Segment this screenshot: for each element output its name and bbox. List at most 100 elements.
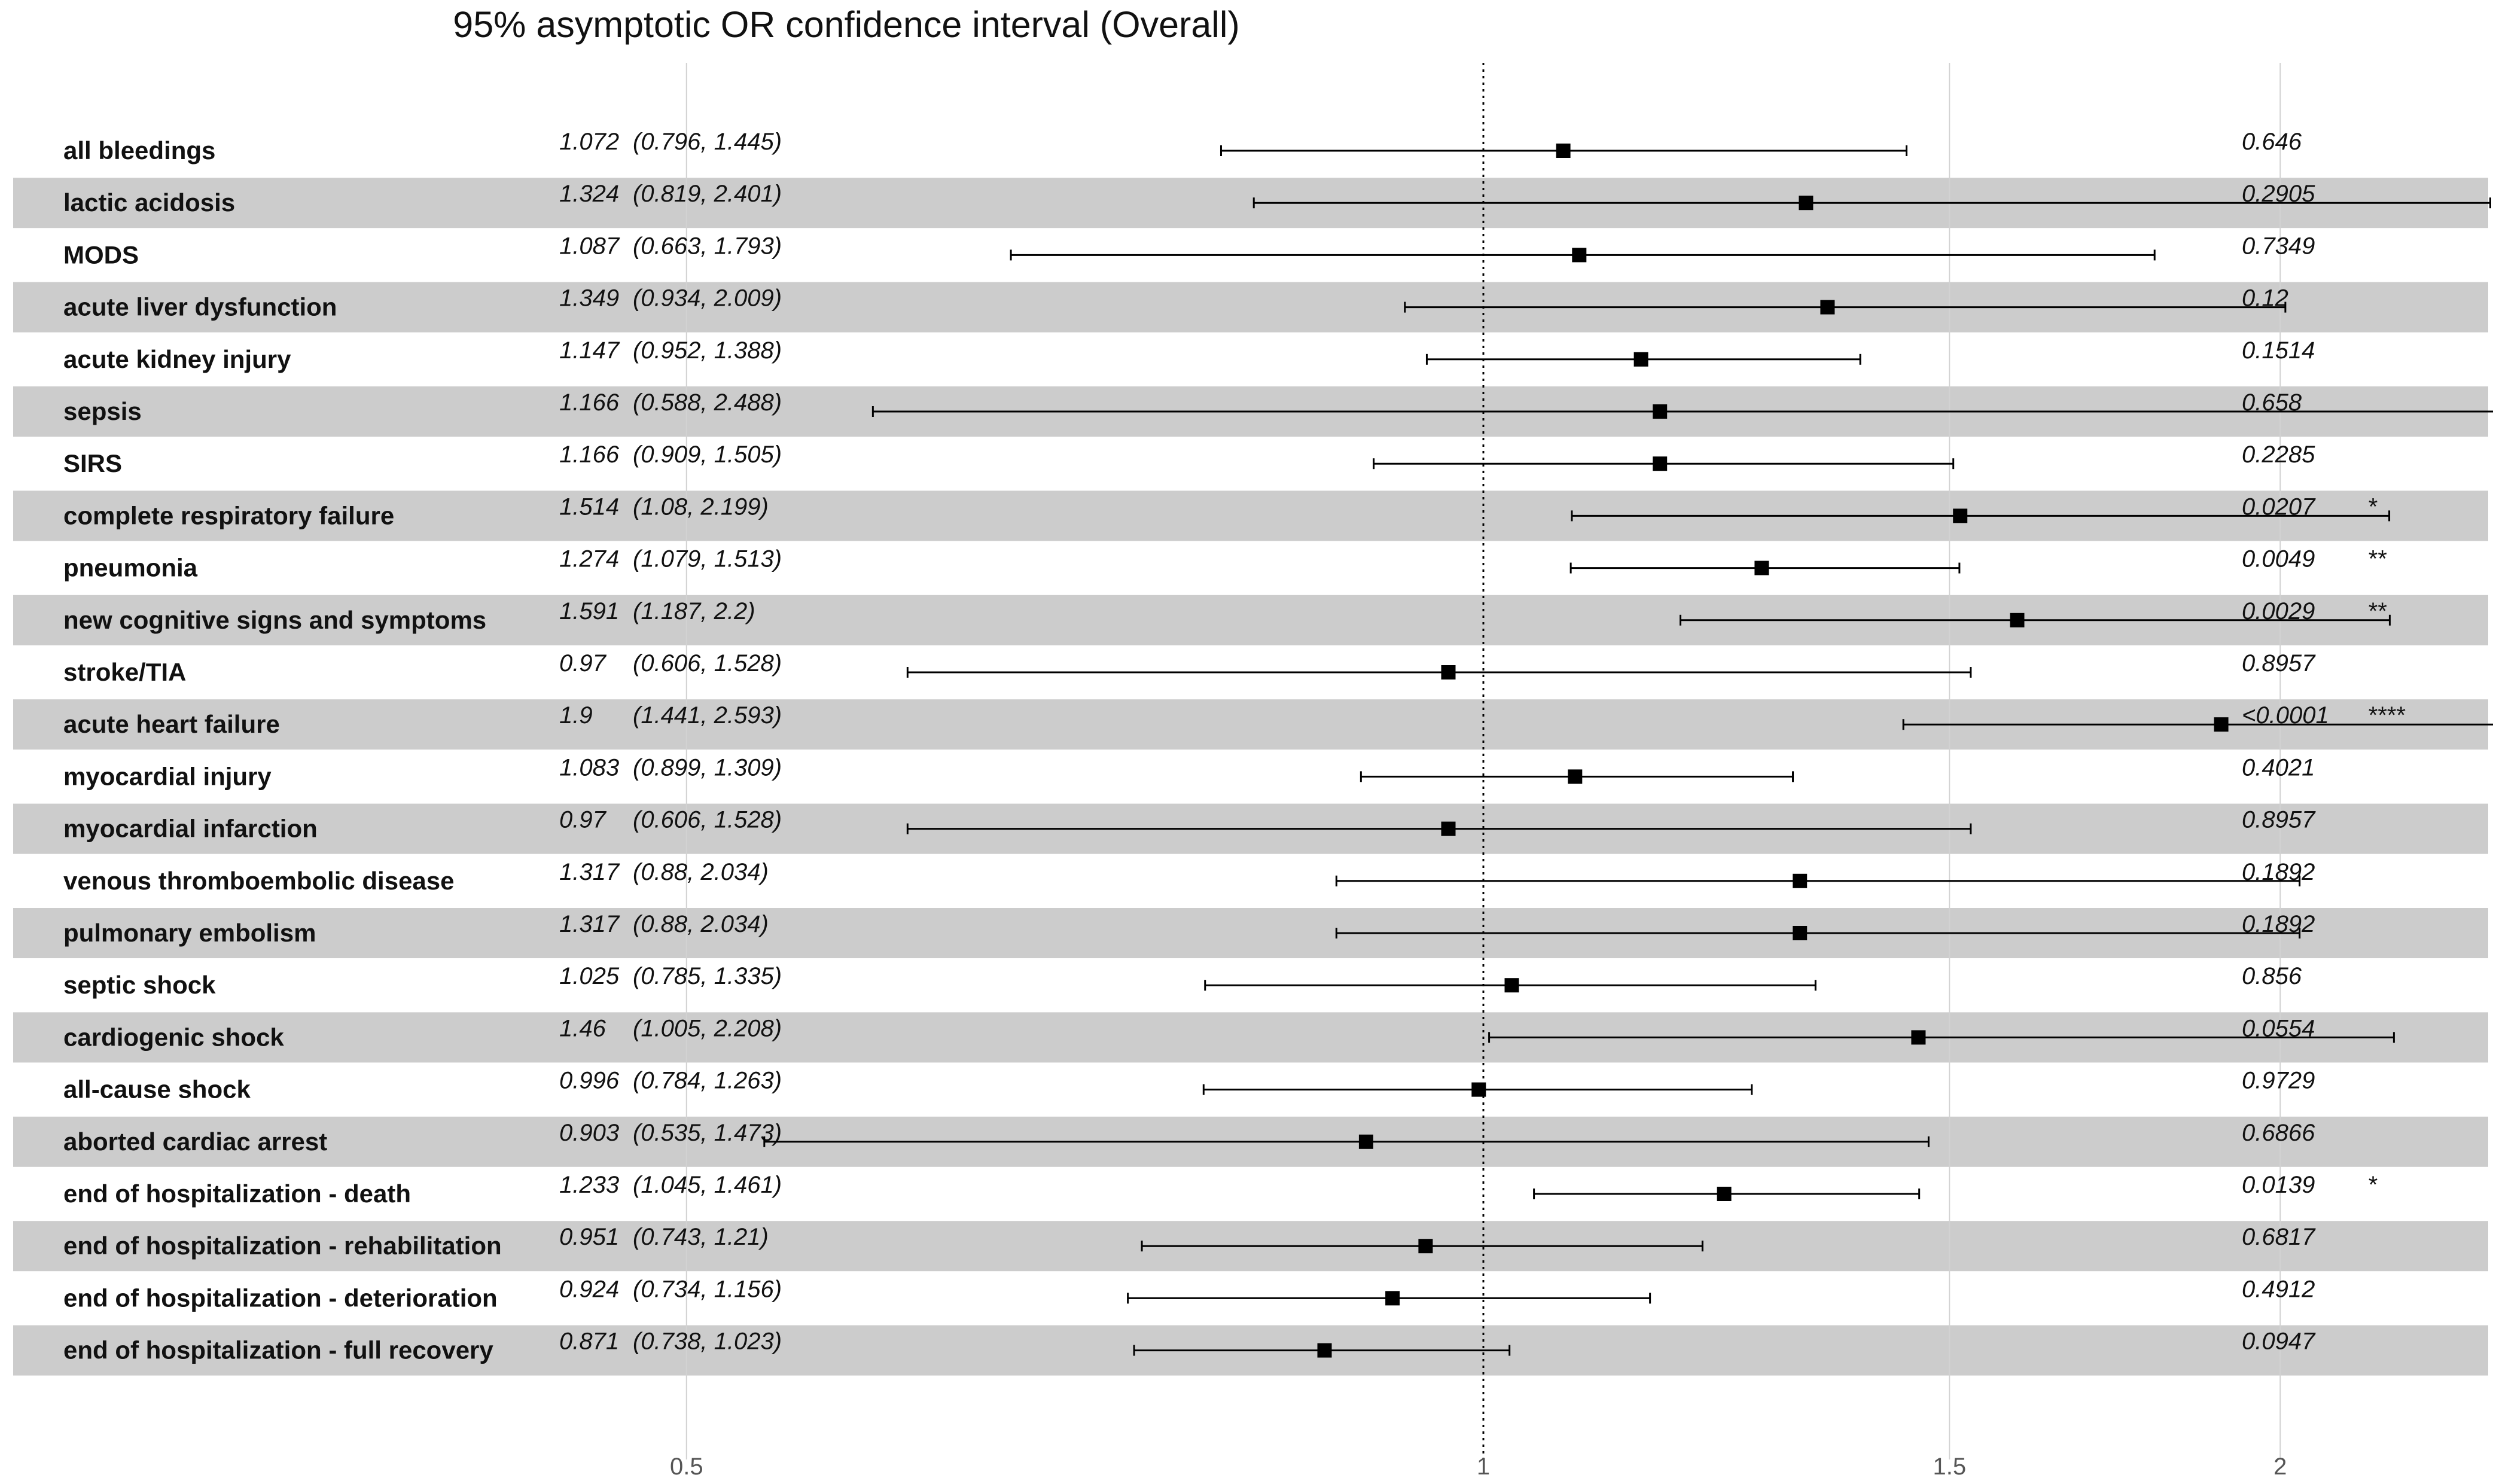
odds-ratio-value: 1.591: [559, 598, 619, 624]
x-axis: 0.511.522.5: [670, 1453, 2287, 1480]
odds-ratio-value: 1.166: [559, 441, 620, 468]
forest-row: stroke/TIA 0.97 (0.606, 1.528) 0.8957: [63, 650, 2316, 686]
significance-stars: *: [2367, 493, 2378, 520]
row-label: stroke/TIA: [63, 658, 186, 686]
odds-ratio-marker: [1568, 769, 1583, 784]
row-label: end of hospitalization - deterioration: [63, 1284, 498, 1312]
confidence-interval-value: (0.88, 2.034): [633, 859, 769, 885]
row-label: new cognitive signs and symptoms: [63, 606, 486, 634]
confidence-interval-value: (0.909, 1.505): [633, 441, 782, 468]
row-label: myocardial injury: [63, 762, 272, 790]
x-tick-label: 1: [1477, 1453, 1490, 1480]
odds-ratio-value: 1.46: [559, 1015, 607, 1041]
odds-ratio-marker: [2214, 717, 2229, 732]
row-label: SIRS: [63, 449, 122, 477]
confidence-interval-value: (1.045, 1.461): [633, 1172, 782, 1198]
odds-ratio-marker: [1358, 1134, 1373, 1149]
row-label: septic shock: [63, 971, 216, 999]
odds-ratio-value: 0.871: [559, 1328, 619, 1355]
row-label: end of hospitalization - rehabilitation: [63, 1232, 502, 1260]
row-label: sepsis: [63, 397, 142, 425]
odds-ratio-marker: [1754, 560, 1769, 575]
p-value: 0.8957: [2242, 650, 2316, 677]
p-value: 0.2285: [2242, 441, 2315, 468]
p-value: 0.4021: [2242, 754, 2315, 781]
confidence-interval-value: (0.606, 1.528): [633, 807, 782, 833]
odds-ratio-marker: [1504, 978, 1519, 993]
forest-row: all-cause shock 0.996 (0.784, 1.263) 0.9729: [63, 1068, 2315, 1104]
confidence-interval-value: (0.588, 2.488): [633, 389, 782, 416]
x-tick-label: 1.5: [1933, 1453, 1966, 1480]
odds-ratio-marker: [1471, 1082, 1486, 1097]
odds-ratio-value: 1.233: [559, 1172, 619, 1198]
confidence-interval-value: (0.535, 1.473): [633, 1120, 782, 1146]
odds-ratio-value: 0.996: [559, 1068, 620, 1094]
p-value: 0.0049: [2242, 546, 2315, 572]
p-value: 0.646: [2242, 129, 2302, 155]
forest-row: sepsis 1.166 (0.588, 2.488) 0.658: [63, 389, 2493, 425]
odds-ratio-marker: [1717, 1187, 1732, 1201]
forest-rows: all bleedings 1.072 (0.796, 1.445) 0.646 lac…: [63, 129, 2493, 1364]
row-label: pneumonia: [63, 554, 198, 582]
odds-ratio-value: 0.903: [559, 1120, 619, 1146]
odds-ratio-marker: [1418, 1239, 1433, 1254]
forest-row: end of hospitalization - full recovery 0.…: [63, 1328, 2316, 1364]
row-label: aborted cardiac arrest: [63, 1128, 327, 1156]
odds-ratio-marker: [1317, 1343, 1332, 1358]
odds-ratio-marker: [1653, 456, 1668, 471]
row-label: acute liver dysfunction: [63, 293, 337, 321]
forest-row: aborted cardiac arrest 0.903 (0.535, 1.473…: [63, 1120, 2315, 1156]
odds-ratio-marker: [1653, 404, 1668, 419]
confidence-interval-value: (0.796, 1.445): [633, 129, 782, 155]
row-label: all-cause shock: [63, 1075, 251, 1104]
odds-ratio-value: 1.083: [559, 754, 619, 781]
odds-ratio-value: 1.025: [559, 963, 620, 989]
forest-row: new cognitive signs and symptoms 1.591 (1.…: [63, 598, 2391, 634]
confidence-interval-value: (0.934, 2.009): [633, 285, 782, 312]
odds-ratio-value: 0.97: [559, 807, 607, 833]
row-stripes: [13, 178, 2488, 1376]
odds-ratio-marker: [1385, 1291, 1400, 1306]
odds-ratio-marker: [1953, 508, 1968, 523]
confidence-interval-value: (1.08, 2.199): [633, 493, 769, 520]
confidence-interval-value: (0.784, 1.263): [633, 1068, 782, 1094]
confidence-interval-value: (0.738, 1.023): [633, 1328, 782, 1355]
odds-ratio-value: 1.317: [559, 911, 620, 937]
row-label: all bleedings: [63, 136, 215, 164]
forest-row: complete respiratory failure 1.514 (1.08, …: [63, 493, 2391, 529]
forest-row: end of hospitalization - rehabilitation 0…: [63, 1224, 2316, 1260]
confidence-interval-value: (0.819, 2.401): [633, 181, 782, 207]
p-value: 0.6866: [2242, 1120, 2315, 1146]
odds-ratio-value: 1.349: [559, 285, 619, 312]
odds-ratio-value: 1.166: [559, 389, 620, 416]
forest-row: end of hospitalization - death 1.233 (1.04…: [63, 1172, 2378, 1208]
x-tick-label: 2: [2273, 1453, 2287, 1480]
row-label: myocardial infarction: [63, 815, 318, 843]
forest-row: pulmonary embolism 1.317 (0.88, 2.034) 0.18…: [63, 911, 2315, 947]
row-label: lactic acidosis: [63, 188, 235, 217]
odds-ratio-marker: [1799, 196, 1814, 211]
odds-ratio-marker: [1572, 248, 1587, 263]
significance-stars: **: [2367, 546, 2387, 572]
confidence-interval-value: (0.785, 1.335): [633, 963, 782, 989]
confidence-interval-value: (1.005, 2.208): [633, 1015, 782, 1041]
forest-row: myocardial injury 1.083 (0.899, 1.309) 0.40…: [63, 754, 2315, 790]
odds-ratio-marker: [1441, 821, 1456, 836]
row-label: MODS: [63, 240, 139, 269]
odds-ratio-marker: [2010, 613, 2025, 627]
confidence-interval-value: (0.743, 1.21): [633, 1224, 769, 1250]
forest-row: pneumonia 1.274 (1.079, 1.513) 0.0049 **: [63, 546, 2387, 582]
odds-ratio-marker: [1793, 926, 1808, 940]
confidence-interval-value: (0.606, 1.528): [633, 650, 782, 677]
odds-ratio-value: 1.324: [559, 181, 619, 207]
odds-ratio-marker: [1911, 1030, 1926, 1045]
odds-ratio-value: 0.924: [559, 1276, 619, 1302]
row-label: cardiogenic shock: [63, 1023, 284, 1051]
odds-ratio-marker: [1633, 352, 1648, 367]
odds-ratio-value: 1.072: [559, 129, 619, 155]
confidence-interval-value: (1.079, 1.513): [633, 546, 782, 572]
p-value: 0.9729: [2242, 1068, 2315, 1094]
row-label: end of hospitalization - full recovery: [63, 1336, 493, 1364]
odds-ratio-value: 1.087: [559, 233, 620, 259]
odds-ratio-marker: [1556, 144, 1571, 158]
